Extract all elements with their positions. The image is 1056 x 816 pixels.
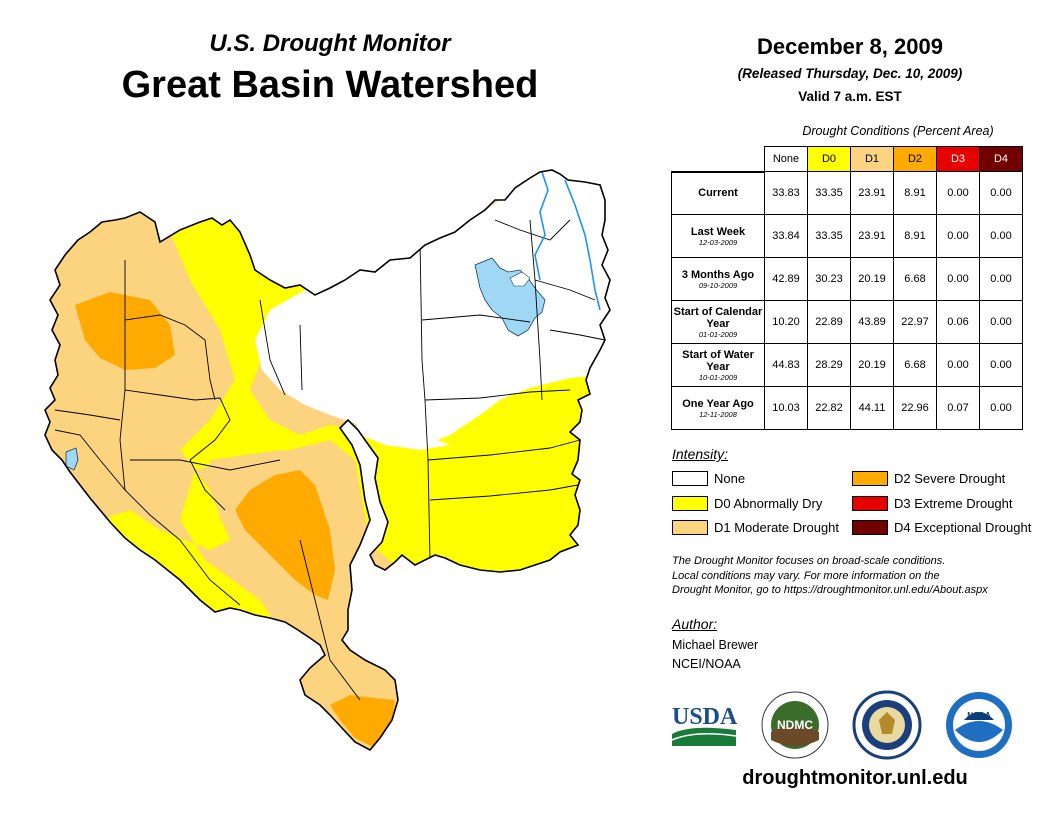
ndmc-logo: NDMC — [761, 691, 829, 759]
legend-title: Intensity: — [672, 446, 729, 462]
table-cell: 33.83 — [764, 171, 808, 215]
legend-label: D4 Exceptional Drought — [894, 520, 1032, 535]
release-date: (Released Thursday, Dec. 10, 2009) — [737, 66, 963, 81]
col-header: None — [764, 146, 808, 172]
table-cell: 0.00 — [936, 257, 980, 301]
row-label: Last Week 12-03-2009 — [671, 214, 765, 258]
ndmc-logo-text: NDMC — [777, 718, 813, 732]
valid-time: Valid 7 a.m. EST — [798, 89, 902, 104]
table-cell: 0.00 — [979, 343, 1023, 387]
table-cell: 44.83 — [764, 343, 808, 387]
table-cell: 0.07 — [936, 386, 980, 430]
website-url: droughtmonitor.unl.edu — [742, 767, 968, 789]
col-header: D2 — [893, 146, 937, 172]
table-row: Current 33.83 33.35 23.91 8.91 0.00 0.00 — [671, 171, 1023, 215]
conditions-table: None D0 D1 D2 D3 D4 Current 33.83 33.35 … — [671, 146, 1023, 430]
table-cell: 22.89 — [807, 300, 851, 344]
legend-swatch — [672, 520, 708, 535]
table-cell: 22.96 — [893, 386, 937, 430]
table-cell: 0.06 — [936, 300, 980, 344]
usda-logo-text: USDA — [672, 704, 738, 730]
row-label: Current — [671, 171, 765, 215]
table-cell: 8.91 — [893, 214, 937, 258]
row-label: One Year Ago 12-11-2008 — [671, 386, 765, 430]
col-header: D1 — [850, 146, 894, 172]
table-row: 3 Months Ago 09-10-2009 42.89 30.23 20.19… — [671, 257, 1023, 301]
noaa-logo: NOAA — [946, 692, 1012, 758]
legend-swatch — [852, 471, 888, 486]
table-row: Last Week 12-03-2009 33.84 33.35 23.91 8.… — [671, 214, 1023, 258]
col-header: D0 — [807, 146, 851, 172]
table-cell: 10.20 — [764, 300, 808, 344]
table-cell: 0.00 — [936, 343, 980, 387]
legend-item: D3 Extreme Drought — [852, 496, 1013, 511]
table-cell: 20.19 — [850, 343, 894, 387]
map-title: Great Basin Watershed — [121, 64, 539, 106]
table-cell: 0.00 — [936, 171, 980, 215]
author-name: Michael Brewer — [672, 638, 759, 652]
table-row: Start of Calendar Year 01-01-2009 10.20 2… — [671, 300, 1023, 344]
legend-label: D2 Severe Drought — [894, 471, 1006, 486]
table-cell: 33.84 — [764, 214, 808, 258]
row-label: Start of Calendar Year 01-01-2009 — [671, 300, 765, 344]
legend-swatch — [672, 471, 708, 486]
table-cell: 28.29 — [807, 343, 851, 387]
col-header: D4 — [979, 146, 1023, 172]
table-cell: 22.82 — [807, 386, 851, 430]
table-cell: 33.35 — [807, 214, 851, 258]
table-cell: 0.00 — [979, 257, 1023, 301]
table-cell: 30.23 — [807, 257, 851, 301]
author-org: NCEI/NOAA — [672, 657, 741, 671]
legend-item: D1 Moderate Drought — [672, 520, 839, 535]
drought-map — [44, 169, 611, 752]
table-cell: 0.00 — [979, 171, 1023, 215]
legend-swatch — [672, 496, 708, 511]
row-label: Start of Water Year 10-01-2009 — [671, 343, 765, 387]
table-row: Start of Water Year 10-01-2009 44.83 28.2… — [671, 343, 1023, 387]
legend-label: D1 Moderate Drought — [714, 520, 840, 535]
conditions-title: Drought Conditions (Percent Area) — [802, 124, 994, 138]
map-date: December 8, 2009 — [757, 34, 943, 59]
legend-item: D4 Exceptional Drought — [852, 520, 1031, 535]
table-cell: 0.00 — [979, 214, 1023, 258]
table-cell: 42.89 — [764, 257, 808, 301]
legend-label: D0 Abnormally Dry — [714, 496, 823, 511]
legend-item: None — [672, 471, 745, 486]
table-cell: 6.68 — [893, 257, 937, 301]
table-cell: 0.00 — [979, 300, 1023, 344]
table-cell: 23.91 — [850, 214, 894, 258]
table-cell: 44.11 — [850, 386, 894, 430]
legend-label: D3 Extreme Drought — [894, 496, 1013, 511]
table-cell: 10.03 — [764, 386, 808, 430]
disclaimer-note: The Drought Monitor focuses on broad-sca… — [672, 555, 988, 596]
table-cell: 20.19 — [850, 257, 894, 301]
legend-swatch — [852, 520, 888, 535]
map-subtitle: U.S. Drought Monitor — [209, 30, 451, 57]
legend-item: D0 Abnormally Dry — [672, 496, 822, 511]
table-cell: 33.35 — [807, 171, 851, 215]
col-header: D3 — [936, 146, 980, 172]
table-cell: 43.89 — [850, 300, 894, 344]
table-cell: 0.00 — [936, 214, 980, 258]
table-cell: 22.97 — [893, 300, 937, 344]
noaa-logo-text: NOAA — [967, 711, 991, 720]
legend-label: None — [714, 471, 746, 486]
table-cell: 0.00 — [979, 386, 1023, 430]
author-title: Author: — [672, 616, 718, 632]
table-row: One Year Ago 12-11-2008 10.03 22.82 44.11… — [671, 386, 1023, 430]
table-cell: 8.91 — [893, 171, 937, 215]
doc-seal-logo — [852, 690, 922, 760]
legend-swatch — [852, 496, 888, 511]
usda-logo: USDA — [671, 704, 738, 746]
legend-item: D2 Severe Drought — [852, 471, 1005, 486]
table-cell: 23.91 — [850, 171, 894, 215]
row-label: 3 Months Ago 09-10-2009 — [671, 257, 765, 301]
table-cell: 6.68 — [893, 343, 937, 387]
